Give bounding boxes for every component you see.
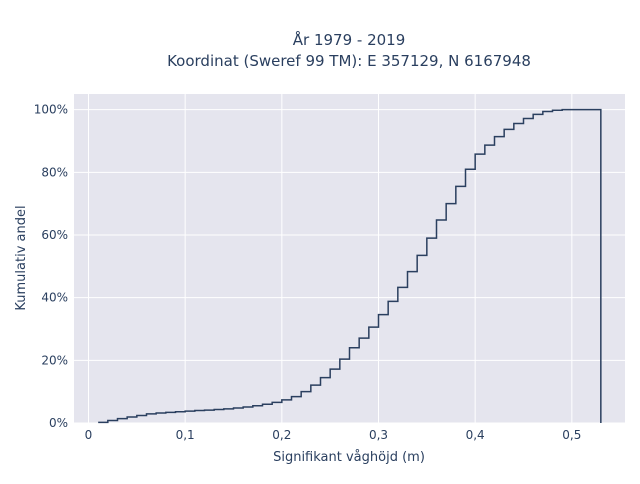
tick-labels: 0 0,1 0,2 0,3 0,4 0,5 0% 20% 40% 60% 80% 100% xyxy=(34,103,582,442)
x-tick-label: 0,2 xyxy=(272,428,291,442)
y-tick-label: 40% xyxy=(41,291,68,305)
y-tick-label: 20% xyxy=(41,353,68,367)
x-tick-label: 0,4 xyxy=(466,428,485,442)
chart-subtitle: Koordinat (Sweref 99 TM): E 357129, N 61… xyxy=(167,52,531,70)
x-tick-label: 0,1 xyxy=(176,428,195,442)
grid-lines xyxy=(74,94,625,424)
y-tick-label: 100% xyxy=(34,103,68,117)
x-axis-label: Signifikant våghöjd (m) xyxy=(273,450,425,465)
chart-title: År 1979 - 2019 xyxy=(293,30,406,49)
cdf-step-line xyxy=(98,108,602,424)
x-tick-label: 0 xyxy=(85,428,93,442)
series-layer xyxy=(98,108,602,424)
y-axis-label: Kumulativ andel xyxy=(14,205,29,310)
y-tick-label: 80% xyxy=(41,165,68,179)
plot-area xyxy=(74,94,625,423)
y-tick-label: 60% xyxy=(41,228,68,242)
x-tick-label: 0,5 xyxy=(562,428,581,442)
y-tick-label: 0% xyxy=(49,416,68,430)
x-tick-label: 0,3 xyxy=(369,428,388,442)
